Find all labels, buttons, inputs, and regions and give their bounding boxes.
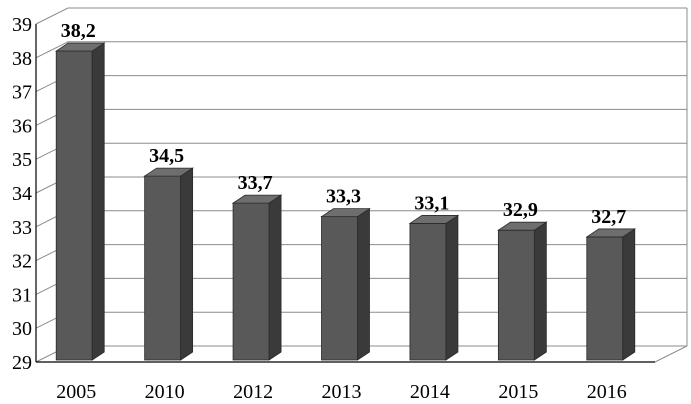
x-tick-label: 2015 [498, 381, 538, 403]
bar-top [497, 221, 548, 231]
gridline [35, 41, 687, 59]
x-tick-label: 2014 [410, 381, 450, 403]
y-tick-label: 30 [12, 318, 32, 340]
gridline [35, 75, 687, 93]
axes [35, 24, 655, 363]
bar [231, 194, 283, 361]
gridline [35, 142, 687, 160]
bar-front [409, 223, 447, 361]
y-tick-label: 35 [12, 149, 32, 171]
bar-front [497, 229, 535, 361]
x-tick-label: 2016 [587, 381, 627, 403]
y-tick-label: 36 [12, 115, 32, 137]
bar-front [586, 236, 624, 361]
x-tick-label: 2010 [145, 381, 185, 403]
x-tick-label: 2013 [322, 381, 362, 403]
bar-top [143, 167, 194, 177]
y-tick-label: 38 [12, 48, 32, 70]
bar-top [585, 228, 637, 238]
x-tick-labels: 2005 2010 2012 2013 2014 2015 2016 [56, 381, 627, 403]
data-label: 33,1 [414, 192, 449, 214]
bar-front [55, 50, 93, 361]
data-label: 38,2 [61, 20, 96, 42]
y-tick-label: 31 [12, 284, 32, 306]
bar-side [268, 194, 282, 361]
bar-side [357, 207, 370, 361]
y-tick-label: 37 [12, 82, 32, 104]
bar [408, 214, 460, 361]
data-label: 33,3 [326, 186, 361, 208]
bar-front [232, 202, 270, 361]
gridline [35, 108, 687, 126]
y-tick-label: 39 [12, 14, 32, 36]
bar-side [622, 228, 636, 361]
gridline [35, 7, 687, 25]
bar-top [408, 215, 460, 224]
y-tick-label: 29 [12, 352, 32, 374]
x-tick-label: 2012 [233, 381, 273, 403]
bar [585, 228, 637, 361]
bar-side [533, 221, 547, 361]
y-tick-label: 34 [12, 183, 32, 205]
bar-side [445, 214, 459, 361]
y-tick-label: 33 [12, 217, 32, 239]
bar [320, 207, 371, 361]
bar-top [54, 42, 106, 52]
bar-front [321, 216, 358, 361]
data-label: 34,5 [149, 145, 184, 167]
floor-edge [654, 345, 688, 363]
bar-front [144, 175, 182, 361]
data-label: 33,7 [238, 172, 273, 194]
gridline [35, 176, 687, 194]
y-tick-label: 32 [12, 251, 32, 273]
bar-top [320, 208, 371, 218]
bar-side [91, 42, 105, 361]
bar [54, 42, 106, 361]
bar-side [180, 167, 194, 361]
bars [54, 42, 637, 361]
bar [497, 221, 548, 361]
x-tick-label: 2005 [56, 381, 96, 403]
y-tick-labels: 29 30 31 32 33 34 35 36 37 38 39 [12, 14, 32, 374]
data-label: 32,9 [503, 199, 538, 221]
bar [143, 167, 194, 361]
data-labels: 38,2 34,5 33,7 33,3 33,1 32,9 32,7 [61, 20, 627, 228]
data-label: 32,7 [591, 206, 626, 228]
bar-top [231, 194, 283, 204]
